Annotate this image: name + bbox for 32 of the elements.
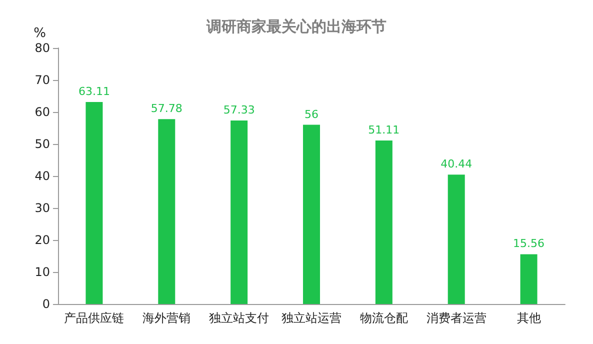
x-tick-label: 独立站支付 (209, 311, 270, 325)
x-tick-label: 消费者运营 (426, 311, 486, 325)
x-tick-label: 海外营销 (142, 311, 191, 325)
bar (86, 102, 103, 304)
y-axis-title: % (34, 26, 46, 41)
data-label: 15.56 (513, 237, 545, 250)
data-label: 57.33 (223, 104, 255, 117)
bar (230, 120, 248, 304)
data-label: 57.78 (150, 102, 182, 116)
y-tick-label: 40 (34, 169, 50, 183)
y-tick-label: 80 (34, 41, 50, 55)
y-tick-label: 70 (34, 73, 50, 87)
data-label: 63.11 (78, 85, 110, 98)
bar (375, 140, 392, 304)
y-tick-label: 60 (34, 105, 50, 119)
y-tick-label: 10 (34, 265, 50, 279)
bar (303, 124, 320, 304)
bar (158, 119, 176, 304)
y-tick-label: 20 (34, 233, 50, 247)
x-tick-label: 独立站运营 (282, 311, 342, 325)
bar (448, 174, 465, 304)
y-tick-label: 0 (42, 297, 50, 311)
x-tick-label: 产品供应链 (64, 311, 124, 325)
y-tick-label: 30 (34, 201, 50, 215)
data-label: 56 (304, 108, 318, 121)
data-label: 51.11 (368, 123, 400, 136)
chart-title: 调研商家最关心的出海环节 (206, 18, 386, 36)
y-tick-label: 50 (34, 137, 50, 151)
x-tick-label: 物流仓配 (360, 311, 408, 325)
bar (520, 254, 538, 304)
data-label: 40.44 (440, 158, 472, 171)
x-tick-label: 其他 (516, 311, 541, 325)
